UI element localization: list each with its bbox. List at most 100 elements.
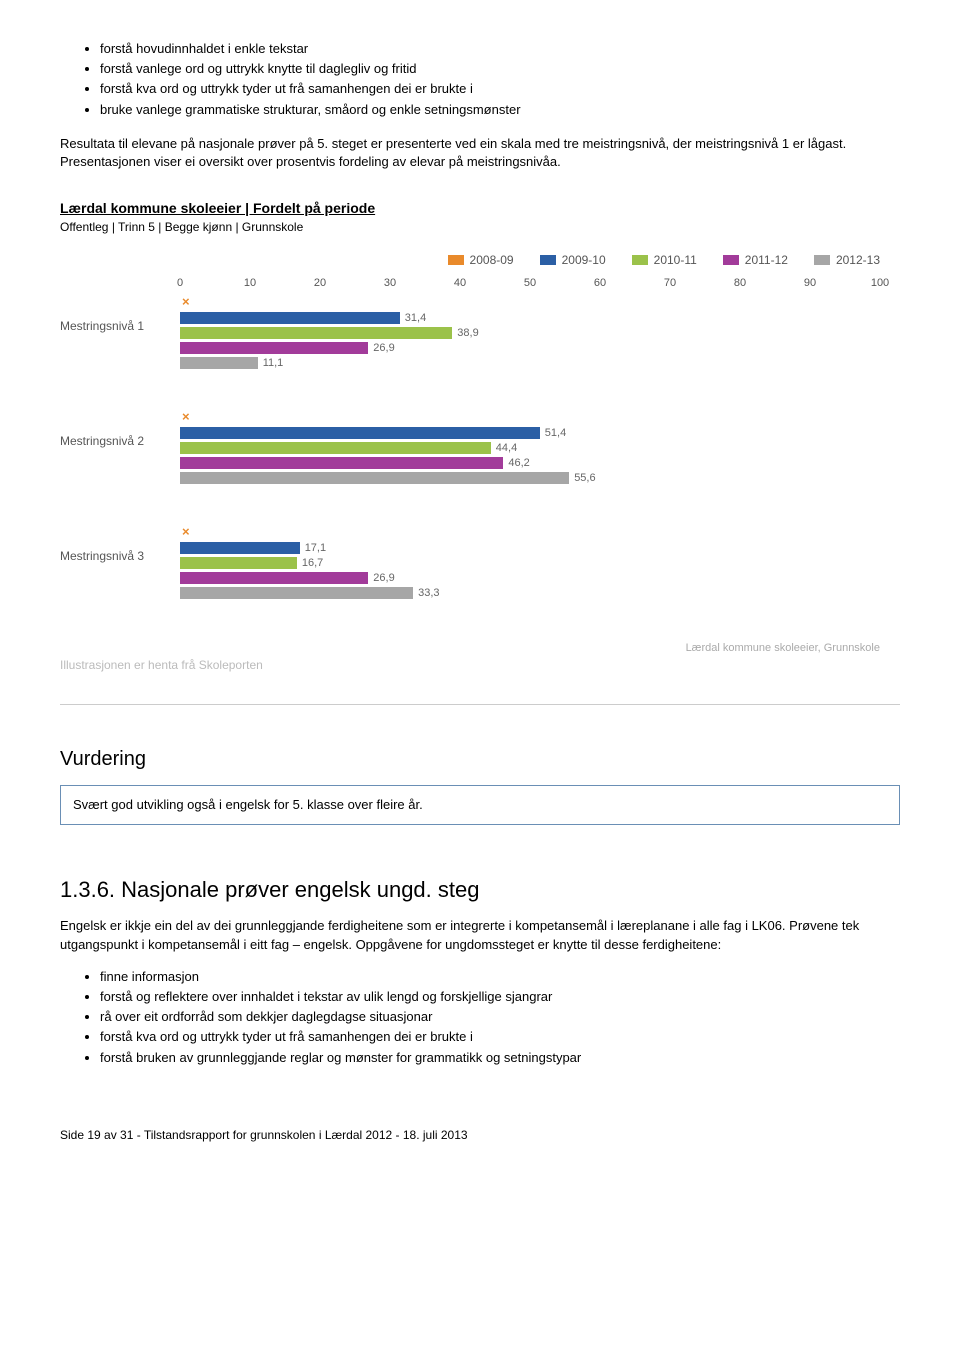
bullet-item: forstå kva ord og uttrykk tyder ut frå s… <box>100 80 900 98</box>
axis-tick-label: 30 <box>384 276 396 291</box>
bar-row: × <box>180 526 880 540</box>
legend-item: 2008-09 <box>448 252 514 269</box>
bar <box>180 312 400 324</box>
bullet-item: forstå og reflektere over innhaldet i te… <box>100 988 900 1006</box>
bullet-item: forstå hovudinnhaldet i enkle tekstar <box>100 40 900 58</box>
axis-tick-label: 10 <box>244 276 256 291</box>
legend-swatch <box>814 255 830 265</box>
chart-group: Mestringsnivå 2× 51,4 44,446,2 55,6 <box>60 411 900 486</box>
bar-row: 26,9 <box>180 341 880 355</box>
bar-row: 55,6 <box>180 471 880 485</box>
bar-value-label: 44,4 <box>496 441 517 456</box>
bar <box>180 472 569 484</box>
chart-legend: 2008-09 2009-10 2010-11 2011-12 2012-13 <box>60 252 900 269</box>
chart-x-axis: 0102030405060708090100 <box>180 276 880 296</box>
axis-tick-label: 90 <box>804 276 816 291</box>
bar-value-label: 16,7 <box>302 556 323 571</box>
chart-source: Lærdal kommune skoleeier, Grunnskole <box>60 641 900 656</box>
chart-group: Mestringsnivå 1× 31,4 38,9 26,9 11,1 <box>60 296 900 371</box>
bars-container: × 31,4 38,9 26,9 11,1 <box>180 296 880 371</box>
bullet-item: forstå vanlege ord og uttrykk knytte til… <box>100 60 900 78</box>
bar <box>180 557 297 569</box>
group-label: Mestringsnivå 1 <box>60 296 180 335</box>
bar-value-label: 51,4 <box>545 426 566 441</box>
bar-chart: 2008-09 2009-10 2010-11 2011-12 2012-13 0 10 2… <box>60 252 900 657</box>
bar-value-label: 26,9 <box>373 571 394 586</box>
bar-value-label: 11,1 <box>263 356 284 371</box>
group-label: Mestringsnivå 2 <box>60 411 180 450</box>
bottom-bullet-list: finne informasjon forstå og reflektere ov… <box>60 968 900 1067</box>
chart-section-subtitle: Offentleg | Trinn 5 | Begge kjønn | Grun… <box>60 219 900 236</box>
bullet-item: rå over eit ordforråd som dekkjer dagleg… <box>100 1008 900 1026</box>
legend-swatch <box>448 255 464 265</box>
legend-item: 2009-10 <box>540 252 606 269</box>
group-label: Mestringsnivå 3 <box>60 526 180 565</box>
legend-label: 2012-13 <box>836 252 880 269</box>
bar-row: × <box>180 411 880 425</box>
bar-row: 17,1 <box>180 541 880 555</box>
bar <box>180 542 300 554</box>
axis-tick-label: 100 <box>871 276 889 291</box>
bullet-item: forstå kva ord og uttrykk tyder ut frå s… <box>100 1028 900 1046</box>
bar <box>180 442 491 454</box>
page-footer: Side 19 av 31 - Tilstandsrapport for gru… <box>60 1127 900 1144</box>
bar-row: 33,3 <box>180 586 880 600</box>
legend-item: 2011-12 <box>723 252 788 269</box>
bar-row: 26,9 <box>180 571 880 585</box>
bar-value-label: 38,9 <box>457 326 478 341</box>
bar-row: × <box>180 296 880 310</box>
bar <box>180 357 258 369</box>
bar-row: 16,7 <box>180 556 880 570</box>
legend-swatch <box>632 255 648 265</box>
axis-tick-label: 70 <box>664 276 676 291</box>
bar-row: 46,2 <box>180 456 880 470</box>
vurdering-heading: Vurdering <box>60 745 900 773</box>
axis-tick-label: 60 <box>594 276 606 291</box>
legend-label: 2010-11 <box>654 252 697 269</box>
axis-tick-label: 50 <box>524 276 536 291</box>
bar <box>180 572 368 584</box>
legend-label: 2011-12 <box>745 252 788 269</box>
bullet-item: bruke vanlege grammatiske strukturar, sm… <box>100 101 900 119</box>
bar <box>180 457 503 469</box>
bar <box>180 342 368 354</box>
bar-row: 38,9 <box>180 326 880 340</box>
legend-item: 2012-13 <box>814 252 880 269</box>
bar-row: 11,1 <box>180 356 880 370</box>
legend-swatch <box>723 255 739 265</box>
illustration-note: Illustrasjonen er henta frå Skoleporten <box>60 657 900 674</box>
chart-group: Mestringsnivå 3× 17,116,7 26,9 33,3 <box>60 526 900 601</box>
bars-container: × 17,116,7 26,9 33,3 <box>180 526 880 601</box>
bars-container: × 51,4 44,446,2 55,6 <box>180 411 880 486</box>
intro-paragraph: Resultata til elevane på nasjonale prøve… <box>60 135 900 171</box>
bullet-item: forstå bruken av grunnleggjande reglar o… <box>100 1049 900 1067</box>
bar-value-label: 17,1 <box>305 541 326 556</box>
section-paragraph: Engelsk er ikkje ein del av dei grunnleg… <box>60 917 900 953</box>
bar-value-label: 33,3 <box>418 586 439 601</box>
bar-value-label: 55,6 <box>574 471 595 486</box>
vurdering-box: Svært god utvikling også i engelsk for 5… <box>60 785 900 825</box>
legend-item: 2010-11 <box>632 252 697 269</box>
bar <box>180 587 413 599</box>
legend-label: 2008-09 <box>470 252 514 269</box>
bar-value-label: 46,2 <box>508 456 529 471</box>
chart-section-title: Lærdal kommune skoleeier | Fordelt på pe… <box>60 199 900 219</box>
axis-tick-label: 0 <box>177 276 183 291</box>
bar-value-label: 26,9 <box>373 341 394 356</box>
bar-row: 31,4 <box>180 311 880 325</box>
section-heading: 1.3.6. Nasjonale prøver engelsk ungd. st… <box>60 875 900 906</box>
axis-tick-label: 20 <box>314 276 326 291</box>
missing-data-icon: × <box>182 411 190 425</box>
bar-row: 51,4 <box>180 426 880 440</box>
missing-data-icon: × <box>182 526 190 540</box>
bar-value-label: 31,4 <box>405 311 426 326</box>
axis-tick-label: 80 <box>734 276 746 291</box>
bullet-item: finne informasjon <box>100 968 900 986</box>
bar <box>180 427 540 439</box>
bar-row: 44,4 <box>180 441 880 455</box>
divider <box>60 704 900 705</box>
legend-swatch <box>540 255 556 265</box>
missing-data-icon: × <box>182 296 190 310</box>
bar <box>180 327 452 339</box>
top-bullet-list: forstå hovudinnhaldet i enkle tekstar for… <box>60 40 900 119</box>
